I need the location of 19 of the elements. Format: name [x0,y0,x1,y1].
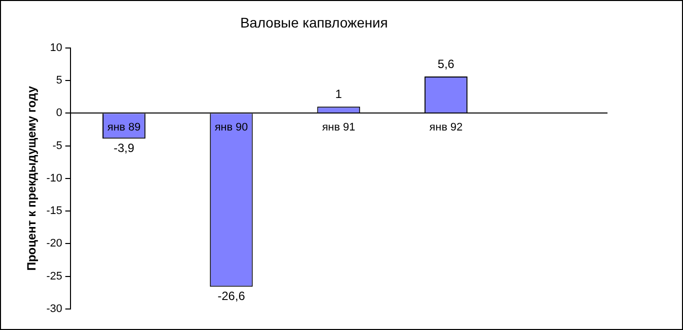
y-tick-label: -10 [46,172,62,184]
x-tick-label: янв 89 [107,122,141,134]
data-label: -3,9 [114,140,135,155]
data-label: -26,6 [218,289,246,304]
y-tick-label: -30 [46,303,62,316]
x-tick-label: янв 92 [429,122,463,134]
data-label: 5,6 [438,56,455,71]
y-tick-label: 5 [56,74,62,86]
y-tick-label: -15 [46,205,62,218]
y-tick-label: -5 [52,140,62,152]
y-tick-label: 0 [56,107,62,120]
data-label: 1 [335,86,342,101]
y-tick-label: -20 [46,238,62,250]
y-tick-label: 10 [50,42,62,54]
x-tick-label: янв 90 [214,122,248,134]
y-tick-label: -25 [46,270,62,282]
x-tick-label: янв 91 [322,122,356,134]
chart-title: Валовые капвложения [240,14,388,30]
y-axis-title: Процент к прекдыдущему году [24,86,39,271]
